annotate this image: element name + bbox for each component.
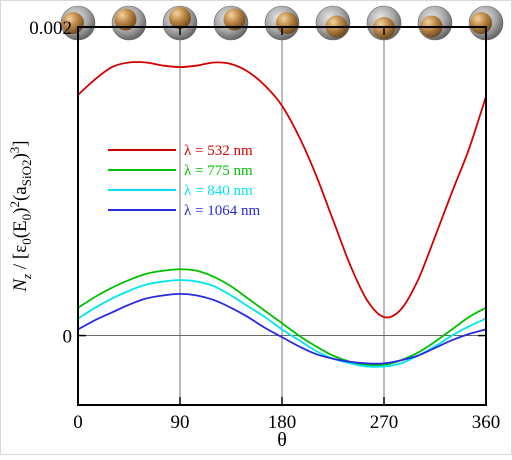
y-axis-title-part1: / [ε	[10, 245, 31, 274]
grid-lines	[78, 27, 486, 405]
y-axis-title-sub-0: 0	[19, 238, 34, 245]
y-axis-title-sub-sio2: SiO2	[19, 160, 34, 187]
core-sphere	[169, 7, 191, 29]
sphere-illustration	[213, 5, 249, 41]
series-line-4	[77, 293, 487, 365]
y-axis-title-sub-0b: 0	[19, 214, 34, 221]
legend-label-1: λ = 532 nm	[184, 143, 253, 159]
x-tick-label: 360	[472, 412, 501, 433]
y-axis-title-sub-z: z	[19, 274, 34, 280]
y-axis-title: Nz / [ε0(E0)2(aSiO2)3]	[7, 140, 34, 292]
x-tick-label: 180	[268, 412, 297, 433]
sphere-illustration	[264, 5, 300, 41]
y-axis-title-part4: (a	[10, 186, 31, 201]
sphere-illustration	[162, 5, 198, 41]
core-sphere	[223, 8, 246, 31]
legend-label-4: λ = 1064 nm	[184, 203, 260, 219]
x-tick-label: 90	[171, 412, 190, 433]
x-axis-title: θ	[277, 429, 287, 451]
legend-label-2: λ = 775 nm	[184, 163, 253, 179]
y-axis-title-end: ]	[10, 140, 31, 146]
y-axis-title-part3: )	[10, 208, 31, 214]
sphere-illustration	[468, 5, 504, 41]
sphere-illustrations	[60, 5, 504, 41]
y-axis-title-n: N	[10, 278, 31, 293]
x-tick-label: 0	[73, 412, 83, 433]
core-sphere	[114, 8, 137, 31]
series-group	[77, 61, 487, 368]
axis-ticks: 0 90 180 270 360 0 0.002	[29, 18, 500, 433]
sphere-illustration	[111, 5, 147, 41]
y-axis-title-sup-3: 3	[7, 147, 22, 154]
y-tick-label: 0	[63, 327, 73, 348]
legend-label-3: λ = 840 nm	[184, 183, 253, 199]
y-axis-title-part2: (E	[10, 220, 31, 238]
y-tick-label: 0.002	[29, 18, 72, 39]
y-axis-title-sup-2: 2	[7, 201, 22, 208]
series-line-1	[77, 61, 487, 319]
series-line-2	[77, 268, 487, 367]
legend: λ = 532 nm λ = 775 nm λ = 840 nm λ = 1064 n…	[108, 143, 260, 219]
y-axis-title-part5: )	[10, 153, 31, 159]
x-tick-label: 270	[370, 412, 399, 433]
